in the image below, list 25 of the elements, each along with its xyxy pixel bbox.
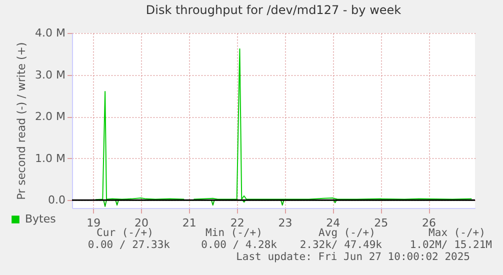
x-tick-label: 23 [278,216,292,230]
text: Avg (-/+) [318,227,376,239]
x-tick-label: 20 [134,216,149,230]
y-tick-label: 2.0 M [35,110,66,124]
chart-title: Disk throughput for /dev/md127 - by week [146,3,402,17]
text: 2.32k/ 47.49k [300,239,383,251]
x-tick-label: 21 [182,216,196,230]
x-tick-label: 22 [230,216,244,230]
text: 0.00 / 27.33k [88,239,171,251]
text: Last update: Fri Jun 27 10:00:02 2025 [236,251,470,263]
x-tick-label: 19 [86,216,101,230]
x-tick-label: 26 [422,216,436,230]
text: 0.00 / 4.28k [201,239,278,251]
legend-label: Bytes [25,212,56,226]
text: Min (-/+) [206,227,262,239]
x-tick-label: 24 [326,216,340,230]
text: 1.02M/ 15.21M [410,239,492,251]
y-tick-label: 4.0 M [35,26,66,40]
y-axis-title: Pr second read (-) / write (+) [15,42,28,200]
y-tick-label: 0.0 [48,194,66,207]
text: Cur (-/+) [96,227,154,239]
y-tick-label: 1.0 M [35,152,66,165]
x-tick-label: 25 [374,216,388,230]
text: Max (-/+) [428,227,486,239]
y-tick-label: 3.0 M [35,68,66,82]
